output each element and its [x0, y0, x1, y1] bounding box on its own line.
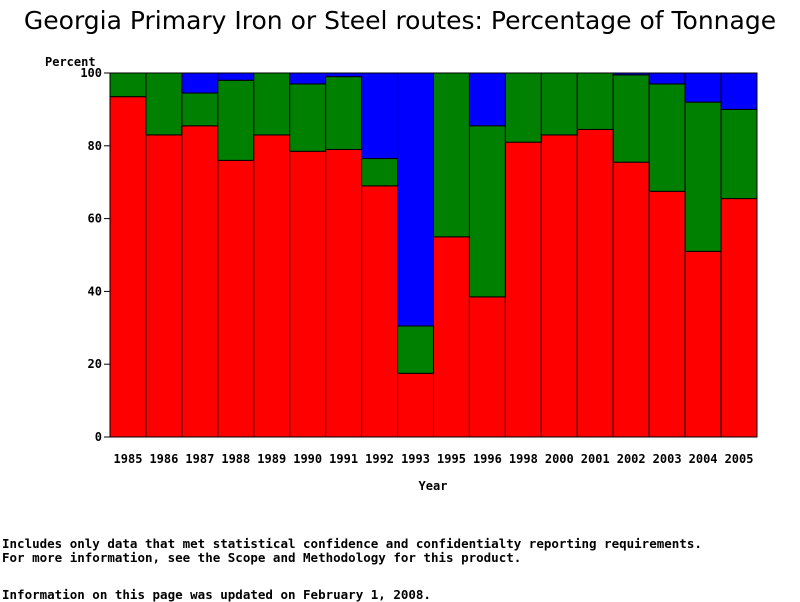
- y-axis-label: Percent: [45, 55, 96, 69]
- bar-2003-series-0: [648, 190, 686, 438]
- bar-1988-series-2: [217, 72, 255, 81]
- x-tick-label-1991: 1991: [329, 452, 358, 466]
- bar-1993-series-0: [397, 372, 434, 438]
- bar-1992-series-2: [361, 72, 399, 160]
- bar-1989-series-0: [253, 134, 291, 438]
- bar-1985-series-1: [109, 72, 147, 98]
- y-tick-label-40: 40: [88, 284, 102, 298]
- x-axis-label: Year: [419, 479, 448, 493]
- bar-1986-series-0: [145, 134, 183, 438]
- bar-1987-series-2: [181, 72, 219, 94]
- chart-title: Georgia Primary Iron or Steel routes: Pe…: [23, 6, 777, 35]
- bar-1985-series-0: [109, 96, 147, 438]
- bar-1995-series-1: [433, 72, 470, 238]
- x-tick-label-2003: 2003: [653, 452, 682, 466]
- bar-1996-series-2: [468, 72, 506, 127]
- x-tick-label-1993: 1993: [401, 452, 430, 466]
- bar-2001-series-0: [576, 128, 614, 438]
- bar-1993-series-2: [397, 72, 434, 327]
- plot-frame: [109, 72, 758, 438]
- x-tick-label-1987: 1987: [185, 452, 214, 466]
- bar-2002-series-1: [612, 74, 650, 163]
- bar-2002-series-0: [612, 161, 650, 438]
- bar-2003-series-2: [648, 72, 686, 85]
- y-tick-label-20: 20: [88, 357, 102, 371]
- bar-1986-series-1: [145, 72, 183, 136]
- bar-1989-series-1: [253, 72, 291, 136]
- bar-1995-series-0: [433, 236, 470, 438]
- x-tick-label-1989: 1989: [257, 452, 286, 466]
- x-tick-label-2002: 2002: [617, 452, 646, 466]
- footnote-line-2: For more information, see the Scope and …: [2, 550, 522, 565]
- bar-1992-series-0: [361, 185, 399, 438]
- x-tick-label-2005: 2005: [725, 452, 754, 466]
- bar-2005-series-0: [720, 198, 758, 438]
- y-tick-label-100: 100: [80, 66, 102, 80]
- bar-2005-series-2: [720, 72, 758, 110]
- x-tick-label-1985: 1985: [114, 452, 143, 466]
- bar-1998-series-0: [504, 141, 542, 438]
- x-tick-label-2001: 2001: [581, 452, 610, 466]
- bar-2005-series-1: [720, 108, 758, 200]
- x-tick-label-1986: 1986: [149, 452, 178, 466]
- x-tick-label-2000: 2000: [545, 452, 574, 466]
- bar-2000-series-1: [540, 72, 578, 136]
- bar-1992-series-1: [361, 158, 399, 187]
- x-tick-label-1998: 1998: [509, 452, 538, 466]
- bar-1996-series-1: [468, 125, 506, 298]
- bar-1996-series-0: [468, 296, 506, 438]
- x-tick-label-2004: 2004: [689, 452, 718, 466]
- y-tick-label-60: 60: [88, 212, 102, 226]
- bar-1990-series-0: [289, 150, 327, 438]
- footnote-line-1: Includes only data that met statistical …: [2, 536, 702, 551]
- x-tick-label-1988: 1988: [221, 452, 250, 466]
- bar-1990-series-2: [289, 72, 327, 85]
- x-tick-label-1995: 1995: [437, 452, 466, 466]
- bar-1991-series-0: [325, 148, 363, 438]
- bar-1998-series-1: [504, 72, 542, 143]
- bar-2003-series-1: [648, 83, 686, 192]
- bar-1993-series-1: [397, 325, 434, 374]
- y-tick-label-0: 0: [95, 430, 102, 444]
- x-tick-label-1990: 1990: [293, 452, 322, 466]
- bar-2004-series-2: [684, 72, 722, 103]
- bar-2001-series-1: [576, 72, 614, 130]
- x-tick-label-1996: 1996: [473, 452, 502, 466]
- bar-1991-series-1: [325, 76, 363, 150]
- x-tick-label-1992: 1992: [365, 452, 394, 466]
- y-tick-label-80: 80: [88, 139, 102, 153]
- bar-1988-series-0: [217, 159, 255, 438]
- updated-note: Information on this page was updated on …: [2, 587, 431, 602]
- bar-1987-series-0: [181, 125, 219, 438]
- bar-2004-series-0: [684, 250, 722, 438]
- bar-1987-series-1: [181, 92, 219, 127]
- bar-1991-series-2: [325, 72, 363, 78]
- bar-1988-series-1: [217, 79, 255, 161]
- bar-2004-series-1: [684, 101, 722, 252]
- bar-1990-series-1: [289, 83, 327, 152]
- bar-2000-series-0: [540, 134, 578, 438]
